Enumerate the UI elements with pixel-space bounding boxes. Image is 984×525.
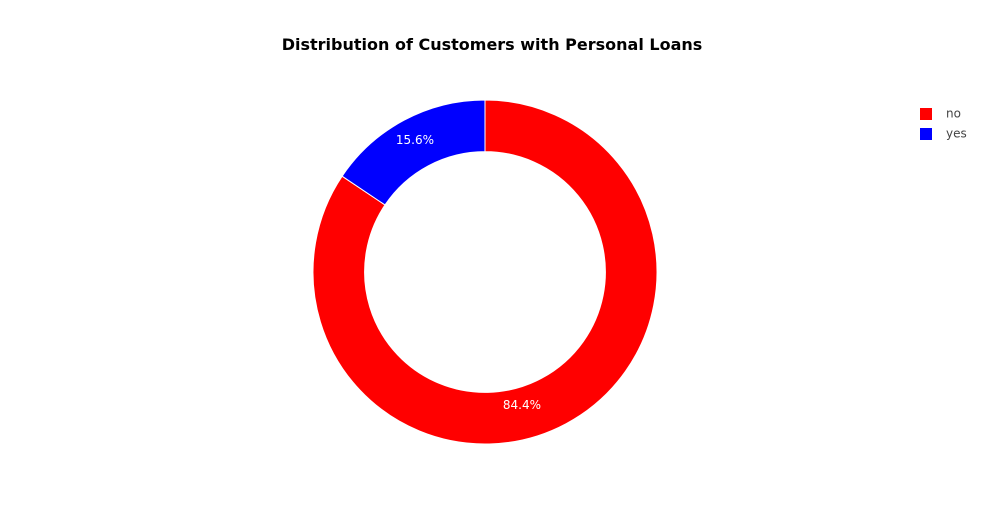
- slice-yes: [341, 99, 486, 206]
- legend-swatch-no[interactable]: [920, 108, 932, 120]
- legend-label-yes[interactable]: yes: [946, 127, 967, 141]
- donut-slices: [312, 99, 658, 445]
- slice-labels: 84.4% 15.6%: [396, 133, 541, 412]
- legend-label-no[interactable]: no: [946, 107, 961, 121]
- legend: no yes: [920, 107, 967, 141]
- slice-label-yes: 15.6%: [396, 133, 434, 147]
- slice-label-no: 84.4%: [503, 398, 541, 412]
- legend-swatch-yes[interactable]: [920, 128, 932, 140]
- slice-no: [312, 99, 658, 445]
- chart-title: Distribution of Customers with Personal …: [282, 35, 703, 54]
